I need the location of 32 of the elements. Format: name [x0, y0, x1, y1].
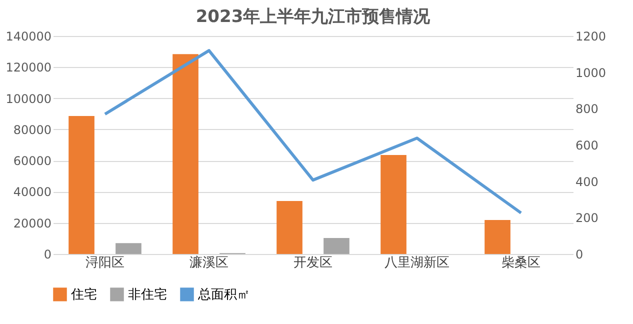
y2-tick-label: 600 — [576, 138, 598, 152]
y2-tick-label: 0 — [576, 248, 584, 262]
bar — [484, 220, 510, 254]
x-tick-label: 八里湖新区 — [384, 256, 450, 270]
y2-tick-label: 400 — [576, 174, 598, 189]
y-tick-label: 60000 — [13, 154, 52, 168]
y-tick-label: 40000 — [13, 185, 52, 200]
bar — [116, 243, 142, 254]
legend-label: 住宅 — [70, 286, 97, 302]
x-tick-label: 开发区 — [294, 256, 332, 270]
line-series — [104, 49, 522, 214]
y2-tick-label: 200 — [576, 211, 598, 226]
x-tick-label: 浔阳区 — [86, 256, 124, 270]
bar — [380, 154, 406, 254]
bar — [172, 54, 198, 254]
x-tick-label: 柴桑区 — [502, 256, 540, 270]
bar — [324, 238, 350, 254]
y-tick-label: 100000 — [6, 92, 52, 106]
y2-tick-label: 1200 — [576, 30, 606, 44]
bar — [276, 201, 302, 254]
y-tick-label: 140000 — [6, 30, 52, 44]
legend-label: 非住宅 — [128, 286, 167, 302]
y-tick-label: 20000 — [13, 216, 52, 230]
bar — [68, 116, 94, 254]
y2-tick-label: 1000 — [576, 66, 606, 80]
y2-tick-label: 800 — [576, 102, 598, 116]
y-tick-label: 80000 — [13, 122, 52, 137]
chart-title: 2023年上半年九江市预售情况 — [196, 7, 432, 27]
y-tick-label: 120000 — [6, 60, 52, 75]
x-tick-label: 濂溪区 — [190, 256, 228, 270]
legend-label: 总面积㎡ — [197, 287, 250, 302]
y-tick-label: 0 — [44, 248, 52, 262]
